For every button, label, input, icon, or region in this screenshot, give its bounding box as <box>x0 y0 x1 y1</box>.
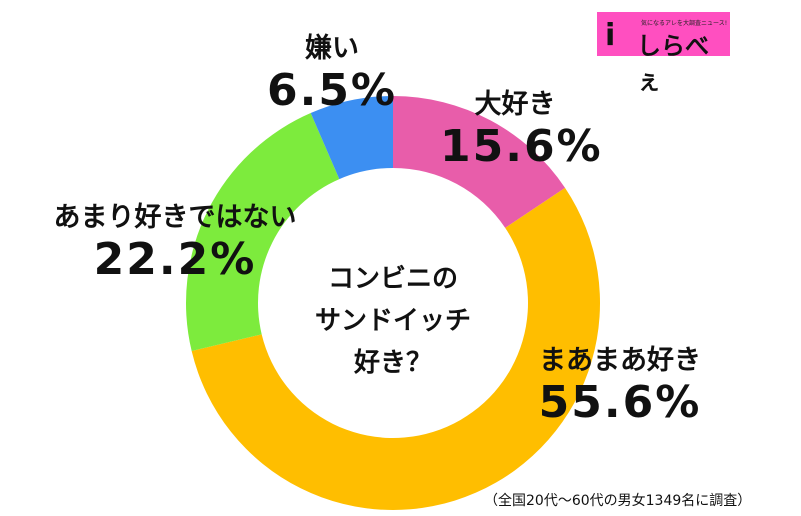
category-label: 嫌い <box>305 33 359 64</box>
logo-mark: i <box>605 18 616 53</box>
label-maamaa: まあまあ好き 55.6% <box>515 338 725 428</box>
category-label: あまり好きではない <box>53 202 297 233</box>
title-line: コンビニの <box>327 264 458 294</box>
value-label: 15.6% <box>440 121 603 172</box>
donut-slice <box>310 96 393 180</box>
donut-slice <box>186 113 340 352</box>
category-label: 大好き <box>474 89 556 120</box>
label-amari: あまり好きではない 22.2% <box>20 195 330 285</box>
value-label: 22.2% <box>93 234 257 285</box>
donut-slice <box>191 187 600 510</box>
label-kirai: 嫌い 6.5% <box>262 26 402 116</box>
title-line: サンドイッチ <box>314 306 471 336</box>
value-label: 55.6% <box>538 377 702 428</box>
survey-note: （全国20代～60代の男女1349名に調査） <box>484 493 752 509</box>
shirabee-logo: i 気になるアレを大調査ニュース! しらべぇ <box>597 12 730 95</box>
label-daisuki: 大好き 15.6% <box>440 82 603 172</box>
chart-title: コンビニの サンドイッチ 好き？ <box>293 258 493 384</box>
donut-slice <box>393 96 566 228</box>
logo-tagline: 気になるアレを大調査ニュース! <box>641 20 728 27</box>
category-label: まあまあ好き <box>539 345 701 376</box>
value-label: 6.5% <box>266 65 398 116</box>
logo-name: しらべぇ <box>637 32 709 95</box>
title-line: 好き？ <box>353 348 432 378</box>
